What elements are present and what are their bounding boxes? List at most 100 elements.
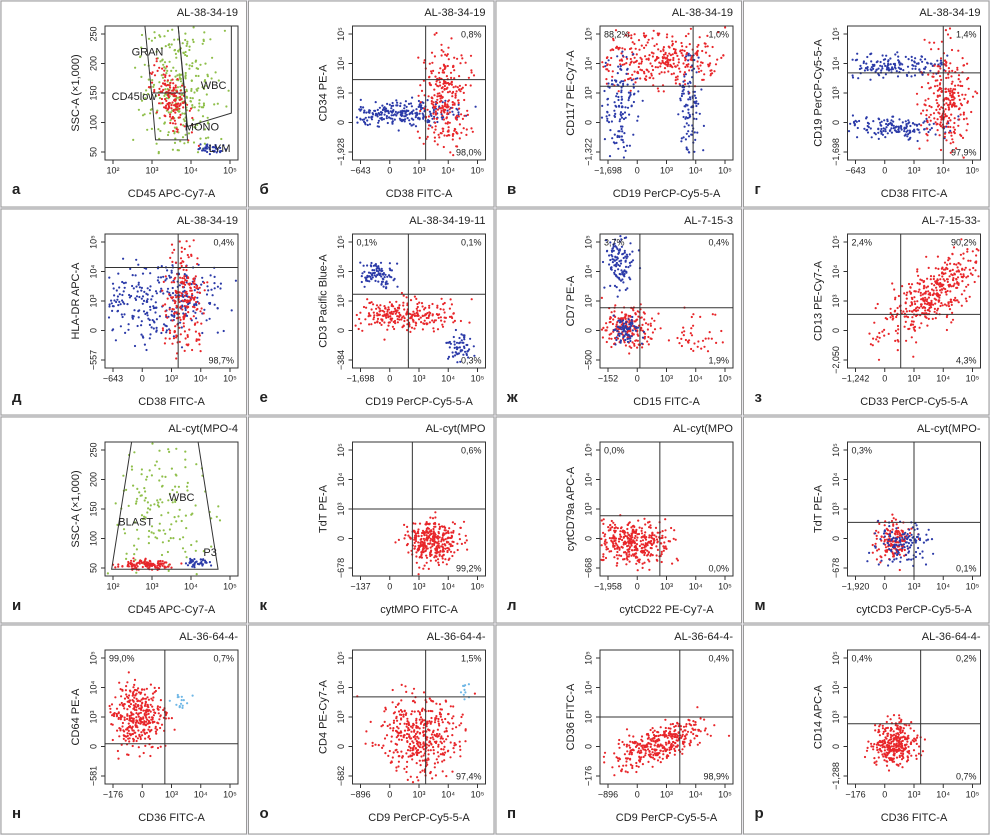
- event-dot: [393, 307, 396, 310]
- event-dot: [434, 541, 437, 544]
- event-dot: [854, 119, 857, 122]
- event-dot: [202, 104, 206, 107]
- event-dot: [200, 307, 203, 310]
- event-dot: [960, 238, 963, 241]
- event-dot: [676, 78, 679, 81]
- event-dot: [178, 291, 181, 294]
- event-dot: [617, 317, 620, 320]
- event-dot: [865, 117, 868, 120]
- event-dot: [179, 77, 182, 80]
- event-dot: [634, 339, 637, 342]
- event-dot: [439, 550, 442, 553]
- event-dot: [452, 321, 455, 324]
- event-dot: [435, 31, 438, 35]
- event-dot: [427, 95, 430, 98]
- event-dot: [964, 297, 968, 300]
- event-dot: [168, 276, 172, 279]
- event-dot: [142, 310, 146, 313]
- event-dot: [697, 70, 701, 73]
- event-dot: [435, 552, 438, 555]
- event-dot: [426, 135, 429, 138]
- event-dot: [394, 322, 397, 325]
- event-dot: [182, 101, 185, 105]
- event-dot: [423, 539, 426, 542]
- event-dot: [646, 340, 649, 343]
- event-dot: [950, 94, 953, 97]
- event-dot: [934, 302, 937, 305]
- x-tick-label: 0: [387, 165, 392, 175]
- event-dot: [166, 297, 169, 300]
- event-dot: [376, 273, 379, 277]
- event-dot: [196, 89, 199, 92]
- event-dot: [361, 272, 364, 275]
- event-dot: [222, 329, 225, 333]
- event-dot: [135, 562, 138, 565]
- event-dot: [673, 529, 676, 532]
- event-dot: [378, 310, 381, 313]
- event-dot: [934, 317, 937, 320]
- event-dot: [158, 281, 161, 284]
- event-dot: [645, 75, 648, 78]
- event-dot: [695, 71, 698, 74]
- event-dot: [643, 46, 646, 50]
- event-dot: [905, 307, 908, 310]
- event-dot: [202, 312, 205, 315]
- event-dot: [440, 116, 443, 119]
- event-dot: [447, 531, 450, 535]
- event-dot: [432, 108, 435, 112]
- event-dot: [406, 329, 409, 332]
- event-dot: [144, 97, 147, 100]
- event-dot: [881, 330, 884, 333]
- event-dot: [439, 308, 442, 311]
- event-dot: [952, 88, 955, 91]
- event-dot: [420, 544, 423, 547]
- event-dot: [175, 334, 178, 337]
- event-dot: [672, 58, 675, 62]
- event-dot: [866, 128, 869, 131]
- event-dot: [404, 534, 407, 537]
- event-dot: [905, 125, 908, 128]
- event-dot: [434, 121, 437, 124]
- event-dot: [926, 298, 929, 301]
- event-dot: [451, 138, 454, 141]
- event-dot: [428, 306, 431, 309]
- event-dot: [434, 125, 437, 128]
- event-dot: [636, 333, 639, 336]
- event-dot: [459, 341, 462, 344]
- event-dot: [432, 101, 435, 104]
- event-dot: [168, 329, 172, 332]
- event-dot: [422, 567, 425, 570]
- event-dot: [187, 256, 190, 259]
- event-dot: [626, 106, 630, 109]
- event-dot: [666, 33, 669, 36]
- event-dot: [703, 73, 706, 76]
- event-dot: [657, 312, 660, 315]
- event-dot: [465, 352, 468, 355]
- event-dot: [672, 537, 675, 540]
- quadrant-percent: 97,9%: [951, 147, 977, 157]
- event-dot: [947, 67, 951, 70]
- event-dot: [148, 337, 151, 340]
- event-dot: [628, 323, 631, 326]
- event-dot: [628, 95, 631, 98]
- event-dot: [444, 65, 447, 68]
- event-dot: [617, 65, 620, 68]
- event-dot: [903, 315, 906, 318]
- event-dot: [190, 89, 193, 92]
- event-dot: [425, 316, 428, 320]
- event-dot: [167, 499, 170, 502]
- event-dot: [619, 67, 622, 70]
- y-tick-label: −557: [88, 350, 98, 370]
- event-dot: [932, 277, 935, 281]
- event-dot: [182, 260, 185, 263]
- event-dot: [164, 566, 167, 569]
- event-dot: [952, 277, 955, 280]
- event-dot: [168, 563, 171, 566]
- event-dot: [933, 64, 936, 67]
- event-dot: [950, 298, 953, 301]
- event-dot: [624, 259, 627, 262]
- event-dot: [909, 304, 912, 307]
- event-dot: [178, 284, 181, 287]
- event-dot: [610, 519, 613, 523]
- event-dot: [172, 308, 175, 311]
